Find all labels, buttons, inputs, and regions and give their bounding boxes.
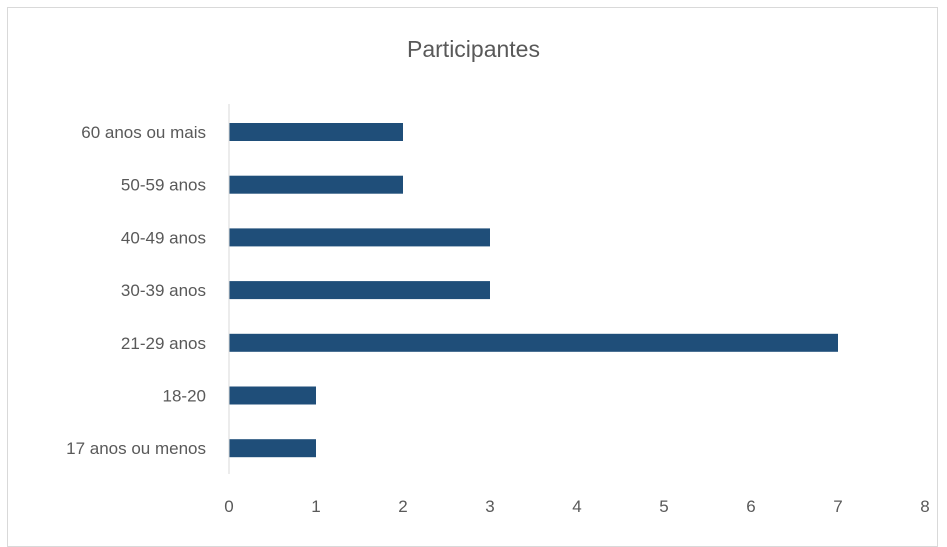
x-tick-label: 7 xyxy=(833,497,842,516)
bar-1 xyxy=(229,386,316,405)
x-tick-label: 4 xyxy=(572,497,581,516)
bar-0 xyxy=(229,439,316,458)
chart-frame xyxy=(7,7,938,547)
category-label: 60 anos ou mais xyxy=(81,123,206,142)
bar-2 xyxy=(229,333,838,352)
bar-5 xyxy=(229,175,403,194)
x-tick-label: 2 xyxy=(398,497,407,516)
bar-chart: 17 anos ou menos 18-20 21-29 anos 30-39 ano… xyxy=(66,104,930,516)
x-tick-label: 5 xyxy=(659,497,668,516)
category-label: 21-29 anos xyxy=(121,334,206,353)
x-tick-label: 8 xyxy=(920,497,929,516)
category-labels: 17 anos ou menos 18-20 21-29 anos 30-39 ano… xyxy=(66,123,206,458)
category-label: 50-59 anos xyxy=(121,176,206,195)
x-tick-label: 6 xyxy=(746,497,755,516)
bar-3 xyxy=(229,281,490,300)
bar-6 xyxy=(229,123,403,141)
x-tick-label: 1 xyxy=(311,497,320,516)
x-tick-label: 0 xyxy=(224,497,233,516)
category-label: 18-20 xyxy=(163,387,206,406)
bar-4 xyxy=(229,228,490,247)
chart-title: Participantes xyxy=(407,36,540,62)
category-label: 17 anos ou menos xyxy=(66,439,206,458)
x-tick-label: 3 xyxy=(485,497,494,516)
x-axis-ticks: 0 1 2 3 4 5 6 7 8 xyxy=(224,497,929,516)
category-label: 40-49 anos xyxy=(121,228,206,247)
category-label: 30-39 anos xyxy=(121,281,206,300)
bars-layer xyxy=(229,123,838,458)
